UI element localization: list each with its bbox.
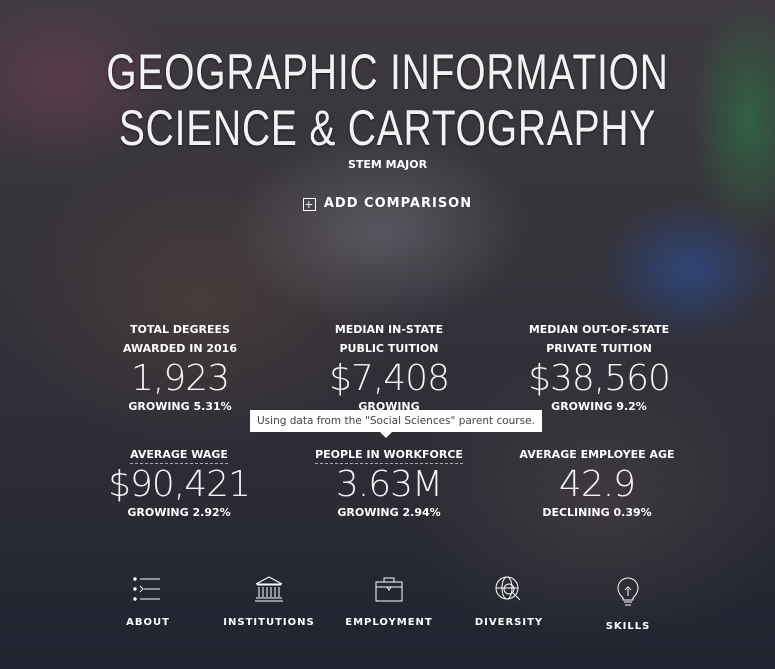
stat-label[interactable]: PEOPLE IN WORKFORCE [289, 445, 489, 464]
nav-about[interactable]: ABOUT [98, 576, 198, 629]
stat-value: $7,408 [329, 358, 450, 399]
stat-label: AVERAGE EMPLOYEE AGE [519, 448, 675, 461]
nav-label: INSTITUTIONS [223, 617, 315, 628]
list-icon [133, 577, 160, 601]
lightbulb-head-icon [617, 577, 639, 606]
page-title: GEOGRAPHIC INFORMATION SCIENCE & CARTOGR… [106, 44, 669, 156]
nav-label: DIVERSITY [474, 617, 544, 628]
stat-out-of-state-tuition: MEDIAN OUT-OF-STATE PRIVATE TUITION $38,5… [499, 320, 699, 413]
plus-icon: + [302, 198, 316, 211]
stat-in-state-tuition: MEDIAN IN-STATE PUBLIC TUITION $7,408 GROW… [289, 320, 489, 413]
stat-workforce: PEOPLE IN WORKFORCE 3.63M GROWING 2.94% [289, 445, 489, 519]
stat-value: 42.9 [558, 464, 636, 505]
nav-skills[interactable]: SKILLS [578, 576, 678, 633]
nav-label: SKILLS [605, 621, 651, 632]
nav-label: EMPLOYMENT [345, 617, 433, 628]
nav-diversity[interactable]: DIVERSITY [459, 576, 559, 629]
stat-average-wage: AVERAGE WAGE $90,421 GROWING 2.92% [79, 445, 279, 519]
globe-search-icon [495, 576, 521, 601]
nav-institutions[interactable]: INSTITUTIONS [219, 576, 319, 629]
stat-label: PRIVATE TUITION [546, 342, 652, 355]
subtitle: STEM MAJOR [347, 158, 428, 171]
stat-value: 3.63M [335, 464, 443, 505]
stat-label: MEDIAN IN-STATE [334, 323, 444, 336]
nav-label: ABOUT [126, 617, 170, 628]
stat-label: PUBLIC TUITION [339, 342, 439, 355]
stat-employee-age: AVERAGE EMPLOYEE AGE 42.9 DECLINING 0.39% [497, 445, 697, 519]
stat-change: GROWING 2.94% [337, 506, 441, 519]
stat-value: $90,421 [108, 464, 251, 505]
nav-employment[interactable]: EMPLOYMENT [339, 576, 439, 629]
stat-change: GROWING 2.92% [127, 506, 231, 519]
briefcase-icon [375, 577, 403, 602]
stat-change: GROWING 5.31% [128, 400, 232, 413]
add-comparison-label: ADD COMPARISON [323, 196, 473, 211]
stat-label[interactable]: AVERAGE WAGE [79, 445, 279, 464]
stat-change: GROWING [358, 400, 420, 413]
institution-icon [255, 576, 283, 602]
stat-label: MEDIAN OUT-OF-STATE [528, 323, 670, 336]
stat-change: DECLINING 0.39% [542, 506, 652, 519]
stat-change: GROWING 9.2% [551, 400, 647, 413]
tooltip: Using data from the "Social Sciences" pa… [250, 410, 542, 438]
stat-value: 1,923 [130, 358, 230, 399]
add-comparison-button[interactable]: + ADD COMPARISON [0, 196, 775, 211]
stat-value: $38,560 [528, 358, 671, 399]
stat-label: TOTAL DEGREES [130, 323, 230, 336]
stat-label: AWARDED IN 2016 [123, 342, 237, 355]
stat-total-degrees: TOTAL DEGREES AWARDED IN 2016 1,923 GROWIN… [80, 320, 280, 413]
